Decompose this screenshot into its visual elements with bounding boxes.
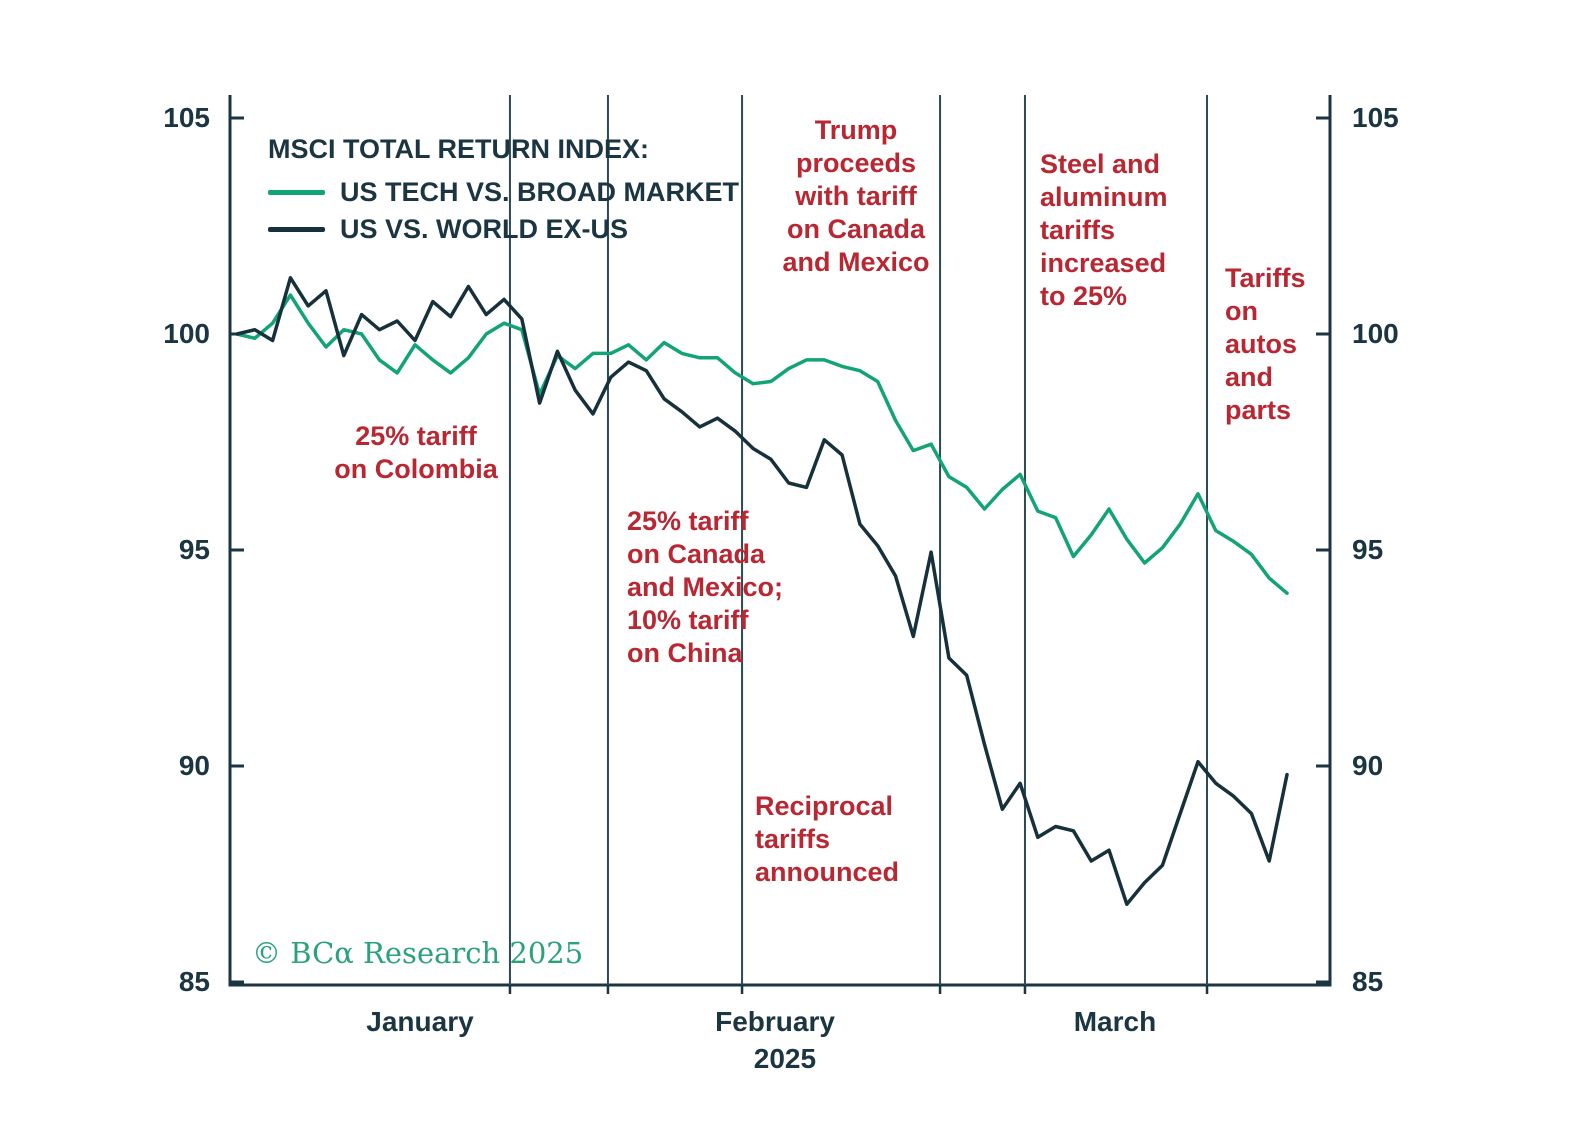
annotation-trump-proceeds-tariff: Trump proceeds with tariff on Canada and… [782,115,930,277]
annotation-canada-mexico-china-tariff: 25% tariff on Canada and Mexico; 10% tar… [627,506,784,668]
y-axis-tick-label-right: 105 [1352,102,1399,133]
y-axis-tick-label-left: 85 [178,966,210,997]
annotation-reciprocal-tariffs: Reciprocal tariffs announced [755,791,900,887]
x-axis-label-march: March [1073,1006,1157,1037]
y-axis-tick-label-right: 85 [1352,966,1384,997]
legend: MSCI TOTAL RETURN INDEX: US TECH VS. BRO… [268,134,739,248]
series-line-0 [235,293,1289,595]
legend-item-us-tech: US TECH VS. BROAD MARKET [268,174,739,211]
y-axis-tick-label-left: 105 [163,102,210,133]
y-axis-tick-label-right: 90 [1352,750,1384,781]
copyright-text: © BCα Research 2025 [252,936,584,970]
legend-label-us-vs-world: US VS. WORLD EX-US [340,214,629,244]
annotation-steel-aluminum-tariffs: Steel and aluminum tariffs increased to … [1040,149,1168,311]
series-swatch-icon [268,227,325,232]
x-axis-label-year: 2025 [753,1043,817,1074]
annotation-colombia-tariff: 25% tariff on Colombia [334,421,498,484]
y-axis-tick-label-right: 100 [1352,318,1399,349]
series-swatch-icon [268,190,325,195]
series-line-1 [235,276,1289,906]
x-axis-label-january: January [366,1006,474,1037]
y-axis-tick-label-left: 100 [163,318,210,349]
x-axis-label-february: February [715,1006,835,1037]
y-axis-tick-label-right: 95 [1352,534,1384,565]
y-axis-tick-label-left: 90 [178,750,210,781]
y-axis-tick-label-left: 95 [178,534,210,565]
annotation-autos-parts-tariffs: Tariffs on autos and parts [1225,263,1306,425]
legend-item-us-vs-world: US VS. WORLD EX-US [268,211,739,248]
legend-label-us-tech: US TECH VS. BROAD MARKET [340,177,740,207]
legend-title: MSCI TOTAL RETURN INDEX: [268,134,650,164]
